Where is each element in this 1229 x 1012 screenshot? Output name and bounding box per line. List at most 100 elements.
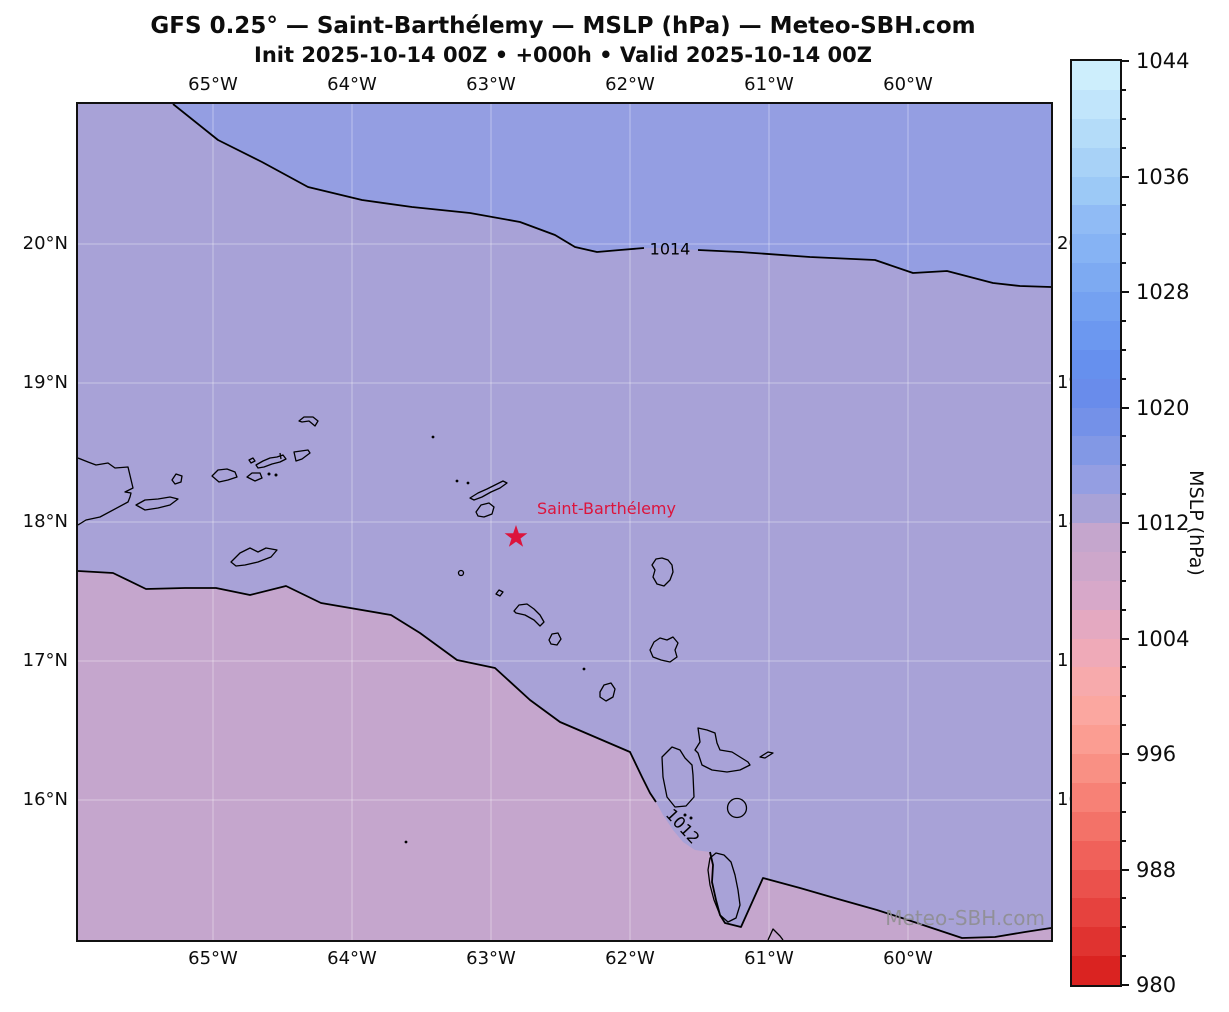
aves-island-islet xyxy=(404,840,408,844)
x-tick-label-top: 61°W xyxy=(744,74,794,95)
island-st-eustatius xyxy=(495,589,504,597)
peter-island-islet xyxy=(274,473,278,477)
colorbar-band-1032-1034 xyxy=(1072,205,1120,235)
colorbar-tick xyxy=(1120,406,1129,409)
y-tick-label-right-clipped: 18°N xyxy=(1057,511,1072,532)
prickly-pear-islet xyxy=(466,481,470,485)
y-tick-label-right-clipped: 16°N xyxy=(1057,789,1072,810)
norman-island-islet xyxy=(267,472,271,476)
colorbar-tick xyxy=(1120,955,1126,958)
location-star-icon xyxy=(504,525,528,547)
colorbar-tick xyxy=(1120,204,1126,207)
colorbar-tick xyxy=(1120,291,1129,293)
isobar-1012 xyxy=(709,851,1051,939)
island-guadeloupe-grande-terre xyxy=(694,727,751,773)
colorbar-band-1028-1030 xyxy=(1072,263,1120,292)
y-tick-label-left: 19°N xyxy=(22,372,68,393)
colorbar-band-998-1000 xyxy=(1072,696,1120,726)
figure-subtitle: Init 2025-10-14 00Z • +000h • Valid 2025… xyxy=(254,43,872,67)
island-tortola xyxy=(255,454,287,469)
island-virgin-gorda xyxy=(293,449,311,462)
isobar-1014 xyxy=(172,104,645,253)
colorbar-tick-label: 1028 xyxy=(1136,280,1190,304)
colorbar-tick-label: 996 xyxy=(1136,742,1177,766)
island-saba xyxy=(457,569,465,577)
colorbar-tick xyxy=(1120,579,1126,582)
colorbar xyxy=(1070,59,1122,987)
redonda-islet xyxy=(582,667,586,671)
island-guadeloupe-basse-terre xyxy=(661,746,695,808)
colorbar-tick-label: 1004 xyxy=(1136,626,1190,651)
colorbar-tick xyxy=(1120,608,1126,611)
watermark: Meteo-SBH.com xyxy=(885,906,1045,930)
y-tick-label-right-clipped: 19°N xyxy=(1057,372,1072,393)
colorbar-band-984-986 xyxy=(1072,898,1120,928)
colorbar-band-1026-1028 xyxy=(1072,292,1120,321)
colorbar-band-1020-1022 xyxy=(1072,378,1120,408)
island-nevis xyxy=(548,632,562,646)
island-marie-galante xyxy=(726,797,748,819)
colorbar-tick xyxy=(1120,637,1129,640)
x-tick-label-top: 65°W xyxy=(188,74,238,95)
colorbar-tick xyxy=(1120,88,1126,91)
y-tick-label-left: 20°N xyxy=(22,233,68,254)
colorbar-tick xyxy=(1120,724,1126,727)
isobar-label-1014: 1014 xyxy=(650,240,691,259)
colorbar-band-1034-1036 xyxy=(1072,176,1120,206)
island-st-croix xyxy=(230,547,278,567)
island-anegada xyxy=(298,416,319,427)
island-beef-island xyxy=(279,452,282,460)
colorbar-tick xyxy=(1120,984,1129,986)
colorbar-band-1022-1024 xyxy=(1072,349,1120,379)
les-saintes-islet-1 xyxy=(683,813,687,817)
figure-title: GFS 0.25° — Saint-Barthélemy — MSLP (hPa… xyxy=(150,13,976,39)
colorbar-tick xyxy=(1120,810,1126,813)
colorbar-tick xyxy=(1120,926,1126,929)
colorbar-band-986-988 xyxy=(1072,869,1120,899)
island-st-john xyxy=(246,472,263,482)
colorbar-band-996-998 xyxy=(1072,725,1120,754)
y-tick-label-left: 18°N xyxy=(22,511,68,532)
colorbar-band-1040-1042 xyxy=(1072,89,1120,119)
colorbar-band-1000-1002 xyxy=(1072,667,1120,697)
colorbar-band-1008-1010 xyxy=(1072,551,1120,581)
x-tick-label-bottom: 63°W xyxy=(466,948,516,969)
colorbar-tick xyxy=(1120,493,1126,496)
island-anguilla xyxy=(469,480,508,501)
island-vieques xyxy=(135,496,179,511)
colorbar-tick xyxy=(1120,781,1126,784)
isobar-1014 xyxy=(697,249,1051,288)
isobar-1012 xyxy=(78,570,657,803)
colorbar-tick-label: 1036 xyxy=(1136,164,1190,189)
y-tick-label-right-clipped: 20°N xyxy=(1057,233,1072,254)
colorbar-tick xyxy=(1120,522,1129,524)
colorbar-axis-label: MSLP (hPa) xyxy=(1185,470,1207,576)
dog-island-islet xyxy=(455,479,459,483)
x-tick-label-top: 60°W xyxy=(883,74,933,95)
les-saintes-islet-2 xyxy=(689,816,693,820)
colorbar-tick-label: 980 xyxy=(1136,973,1177,997)
colorbar-band-1024-1026 xyxy=(1072,320,1120,350)
colorbar-band-1018-1020 xyxy=(1072,407,1120,437)
island-dominica xyxy=(707,852,741,923)
colorbar-band-1038-1040 xyxy=(1072,118,1120,148)
colorbar-band-1036-1038 xyxy=(1072,147,1120,177)
island-culebra xyxy=(171,473,183,485)
pressure-region-above-1014hpa xyxy=(173,104,1051,287)
colorbar-band-994-996 xyxy=(1072,754,1120,783)
colorbar-tick xyxy=(1120,146,1126,149)
colorbar-tick xyxy=(1120,319,1126,322)
pressure-region-below-1012hpa xyxy=(78,571,1051,940)
island-st-martin xyxy=(475,502,495,518)
colorbar-band-990-992 xyxy=(1072,811,1120,841)
x-tick-label-bottom: 61°W xyxy=(744,948,794,969)
island-montserrat xyxy=(599,682,616,702)
colorbar-band-1016-1018 xyxy=(1072,436,1120,466)
island-barbuda xyxy=(651,557,674,587)
x-tick-label-bottom: 65°W xyxy=(188,948,238,969)
x-tick-label-top: 62°W xyxy=(605,74,655,95)
colorbar-band-1002-1004 xyxy=(1072,638,1120,668)
island-martinique-north-tip xyxy=(767,928,784,940)
y-tick-label-right-clipped: 17°N xyxy=(1057,650,1072,671)
